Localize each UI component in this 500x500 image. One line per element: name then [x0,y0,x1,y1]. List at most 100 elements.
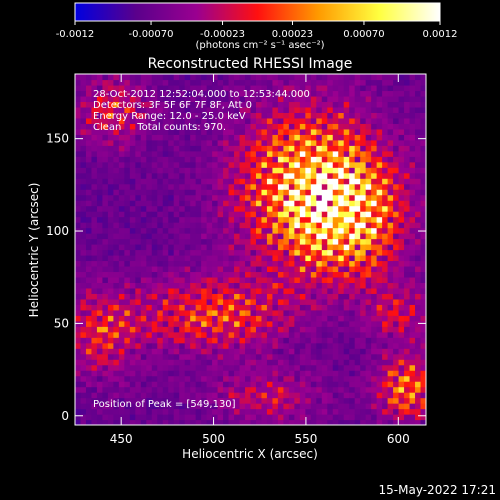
heatmap-cell [332,117,339,124]
heatmap-cell [338,315,345,322]
heatmap-cell [223,233,230,240]
heatmap-cell [332,392,339,399]
heatmap-cell [234,260,241,267]
heatmap-cell [343,370,350,377]
heatmap-cell [272,90,279,97]
heatmap-cell [365,161,372,168]
heatmap-cell [376,200,383,207]
heatmap-cell [332,194,339,201]
heatmap-cell [228,414,235,421]
heatmap-cell [382,271,389,278]
heatmap-cell [223,112,230,119]
heatmap-cell [113,134,120,141]
heatmap-cell [168,381,175,388]
heatmap-cell [245,200,252,207]
heatmap-cell [376,106,383,113]
heatmap-cell [349,386,356,393]
heatmap-cell [250,161,257,168]
heatmap-cell [80,178,87,185]
heatmap-cell [146,95,153,103]
heatmap-cell [173,359,180,366]
heatmap-cell [316,90,323,97]
heatmap-cell [409,249,416,256]
heatmap-cell [118,183,125,190]
heatmap-cell [415,178,422,185]
heatmap-cell [382,156,389,163]
heatmap-cell [179,172,186,179]
heatmap-cell [343,112,350,119]
heatmap-cell [250,414,257,421]
heatmap-cell [245,194,252,201]
heatmap-cell [299,397,306,404]
heatmap-cell [338,282,345,289]
heatmap-cell [184,112,191,119]
heatmap-cell [173,419,180,425]
heatmap-cell [245,183,252,190]
heatmap-cell [349,348,356,355]
heatmap-cell [277,205,285,212]
heatmap-cell [277,101,285,108]
heatmap-cell [354,167,361,174]
heatmap-cell [212,134,219,141]
heatmap-cell [80,320,87,327]
heatmap-cell [245,128,252,135]
heatmap-cell [173,244,180,251]
heatmap-cell [288,298,295,305]
heatmap-cell [140,403,147,410]
heatmap-cell [234,84,241,92]
heatmap-cell [102,227,109,234]
heatmap-cell [173,222,180,229]
heatmap-cell [140,227,147,234]
heatmap-cell [201,342,208,349]
heatmap-cell [360,233,367,240]
heatmap-cell [376,74,383,81]
heatmap-cell [354,200,361,207]
heatmap-cell [80,298,87,305]
heatmap-cell [382,150,389,157]
heatmap-cell [409,117,416,124]
heatmap-cell [173,128,180,135]
heatmap-cell [371,364,378,371]
colorbar-tick-label: 0.00070 [343,29,384,40]
heatmap-cell [201,331,208,338]
heatmap-cell [118,408,125,415]
heatmap-cell [239,403,246,410]
heatmap-cell [190,320,197,327]
heatmap-cell [338,189,345,196]
heatmap-cell [398,392,405,399]
heatmap-cell [239,282,246,289]
heatmap-cell [184,265,191,273]
heatmap-cell [343,90,350,97]
heatmap-cell [310,216,317,223]
heatmap-cell [113,106,120,113]
heatmap-cell [124,211,131,218]
heatmap-cell [272,156,279,163]
heatmap-cell [398,211,405,218]
heatmap-cell [409,134,416,141]
heatmap-cell [140,150,147,157]
heatmap-cell [338,381,345,388]
heatmap-cell [420,254,426,262]
heatmap-cell [415,150,422,157]
heatmap-cell [398,95,405,103]
heatmap-cell [393,244,400,251]
heatmap-cell [415,353,422,360]
heatmap-cell [310,397,317,404]
heatmap-cell [354,298,361,305]
heatmap-cell [371,189,378,196]
heatmap-cell [217,134,224,141]
heatmap-cell [338,172,345,179]
heatmap-cell [305,189,312,196]
heatmap-cell [360,74,367,81]
heatmap-cell [146,123,153,130]
heatmap-cell [140,216,147,223]
heatmap-cell [228,260,235,267]
heatmap-cell [135,265,142,273]
heatmap-cell [173,74,180,81]
heatmap-cell [140,386,147,393]
heatmap-cell [168,408,175,415]
heatmap-cell [146,364,153,371]
heatmap-cell [393,134,400,141]
heatmap-cell [420,364,426,371]
heatmap-cell [343,238,350,245]
